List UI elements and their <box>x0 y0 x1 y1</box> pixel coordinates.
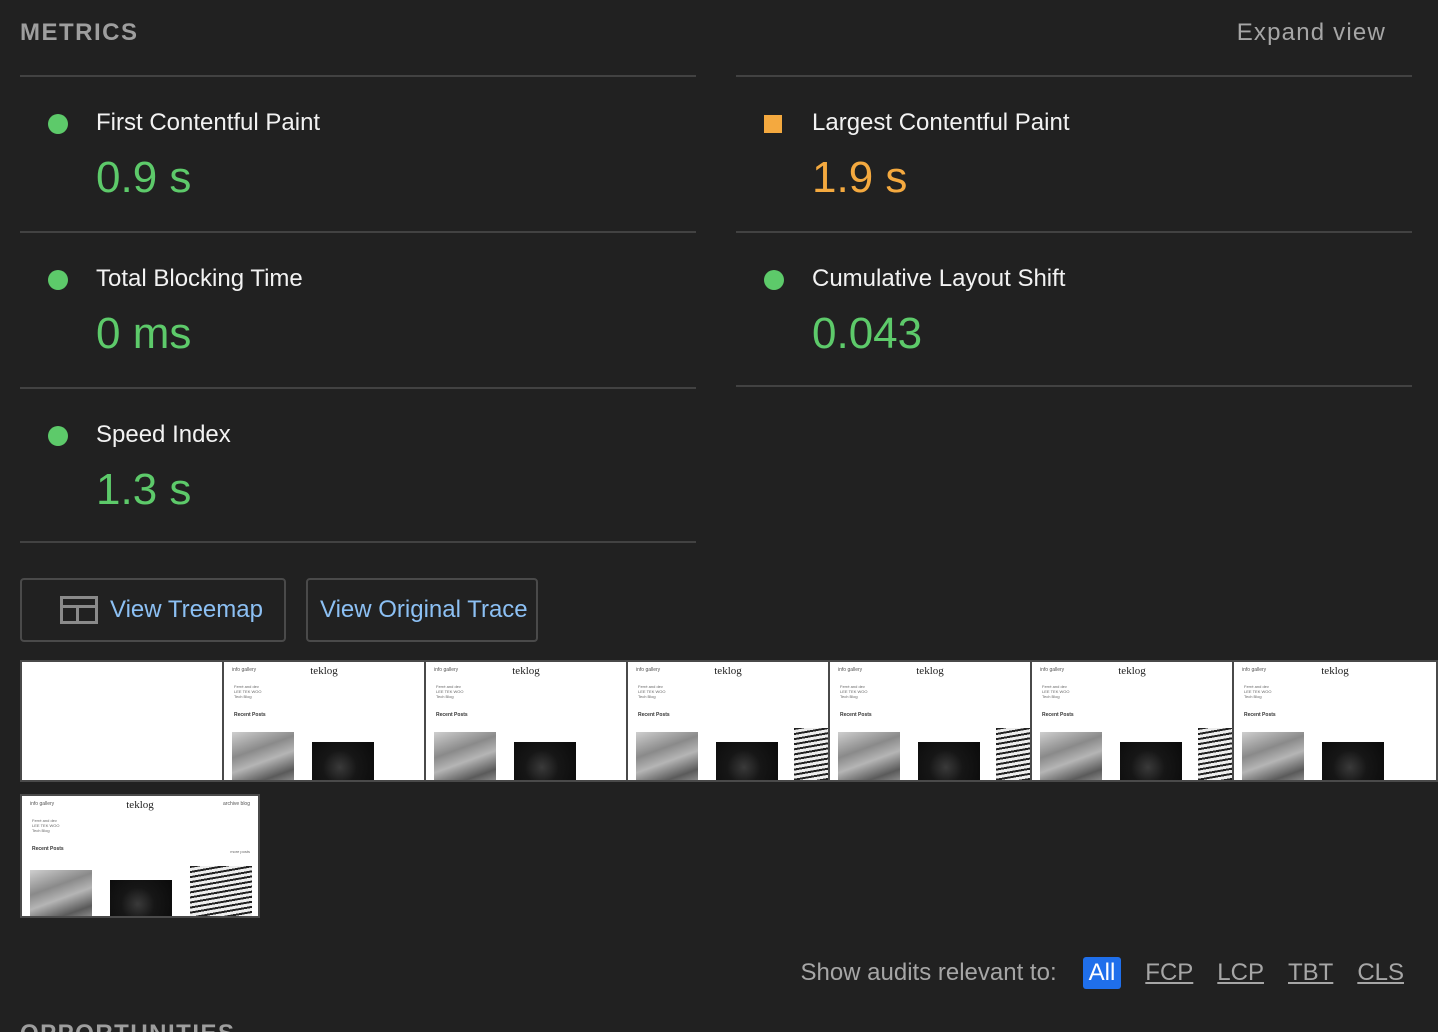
frame-nav-right: archive blog <box>223 801 250 807</box>
metric-label: Cumulative Layout Shift <box>812 265 1066 292</box>
metric-value: 0.9 s <box>96 153 192 202</box>
filmstrip-frame: info gallery teklog Ferré and dev LEE TEK… <box>222 660 426 782</box>
frame-landscape-photo <box>1040 732 1102 780</box>
frame-more-posts: more posts <box>230 849 250 854</box>
metric-first-contentful-paint: First Contentful Paint 0.9 s <box>20 75 696 231</box>
frame-dark-photo <box>716 742 778 780</box>
frame-brand: teklog <box>1118 665 1146 677</box>
filmstrip-frame-final: info gallery teklog archive blog Ferré a… <box>20 794 260 918</box>
frame-nav-left: info gallery <box>636 667 661 673</box>
frame-nav-left: info gallery <box>1040 667 1065 673</box>
view-original-trace-button[interactable]: View Original Trace <box>306 578 538 642</box>
frame-intro: Ferré and dev LEE TEK WOO Tech Blog <box>32 818 60 833</box>
filmstrip-frame-blank <box>20 660 224 782</box>
frame-nav-left: info gallery <box>434 667 459 673</box>
pass-circle-icon <box>48 270 68 290</box>
metric-value: 0.043 <box>812 309 923 358</box>
frame-recent-label: Recent Posts <box>638 712 670 718</box>
pass-circle-icon <box>764 270 784 290</box>
filter-chip-all[interactable]: All <box>1082 957 1122 989</box>
frame-landscape-photo <box>434 732 496 780</box>
frame-recent-label: Recent Posts <box>1244 712 1276 718</box>
metric-label: Largest Contentful Paint <box>812 109 1070 136</box>
frame-landscape-photo <box>838 732 900 780</box>
filmstrip-frame: info gallery teklog Ferré and dev LEE TEK… <box>1232 660 1438 782</box>
frame-dark-photo <box>110 880 172 916</box>
frame-dark-photo <box>1322 742 1384 780</box>
frame-landscape-photo <box>232 732 294 780</box>
frame-stripes-photo <box>190 866 252 916</box>
treemap-icon <box>60 596 98 624</box>
frame-brand: teklog <box>126 799 154 811</box>
expand-view-link[interactable]: Expand view <box>1236 19 1386 46</box>
opportunities-title: OPPORTUNITIES <box>20 1020 236 1032</box>
audit-filter-label: Show audits relevant to: <box>800 959 1057 986</box>
frame-landscape-photo <box>1242 732 1304 780</box>
frame-intro: Ferré and dev LEE TEK WOO Tech Blog <box>840 684 868 699</box>
frame-nav-left: info gallery <box>30 801 55 807</box>
metric-speed-index: Speed Index 1.3 s <box>20 387 696 543</box>
frame-nav-left: info gallery <box>1242 667 1267 673</box>
metric-label: First Contentful Paint <box>96 109 321 136</box>
filter-chip-lcp[interactable]: LCP <box>1217 959 1264 986</box>
frame-brand: teklog <box>916 665 944 677</box>
frame-recent-label: Recent Posts <box>1042 712 1074 718</box>
filter-chip-fcp[interactable]: FCP <box>1145 959 1194 986</box>
audit-filter: Show audits relevant to: All FCP LCP TBT… <box>800 956 1404 990</box>
metric-largest-contentful-paint: Largest Contentful Paint 1.9 s <box>736 75 1412 231</box>
frame-brand: teklog <box>310 665 338 677</box>
frame-nav-left: info gallery <box>232 667 257 673</box>
view-treemap-label: View Treemap <box>110 596 263 623</box>
frame-recent-label: Recent Posts <box>32 846 64 852</box>
frame-stripes-photo <box>996 728 1030 780</box>
filmstrip-frame: info gallery teklog Ferré and dev LEE TEK… <box>1030 660 1234 782</box>
frame-brand: teklog <box>512 665 540 677</box>
metric-total-blocking-time: Total Blocking Time 0 ms <box>20 231 696 387</box>
frame-stripes-photo <box>1198 728 1232 780</box>
frame-recent-label: Recent Posts <box>234 712 266 718</box>
frame-landscape-photo <box>636 732 698 780</box>
metric-value: 0 ms <box>96 309 192 358</box>
filmstrip-frame: info gallery teklog Ferré and dev LEE TEK… <box>626 660 830 782</box>
frame-intro: Ferré and dev LEE TEK WOO Tech Blog <box>638 684 666 699</box>
metric-label: Speed Index <box>96 421 231 448</box>
frame-recent-label: Recent Posts <box>840 712 872 718</box>
filmstrip-frame: info gallery teklog Ferré and dev LEE TEK… <box>828 660 1032 782</box>
frame-intro: Ferré and dev LEE TEK WOO Tech Blog <box>1244 684 1272 699</box>
frame-dark-photo <box>918 742 980 780</box>
filmstrip-frame: info gallery teklog Ferré and dev LEE TEK… <box>424 660 628 782</box>
metric-value: 1.3 s <box>96 465 192 514</box>
metric-label: Total Blocking Time <box>96 265 303 292</box>
view-treemap-button[interactable]: View Treemap <box>20 578 286 642</box>
frame-dark-photo <box>514 742 576 780</box>
pass-circle-icon <box>48 426 68 446</box>
frame-dark-photo <box>1120 742 1182 780</box>
pass-circle-icon <box>48 114 68 134</box>
frame-brand: teklog <box>714 665 742 677</box>
frame-recent-label: Recent Posts <box>436 712 468 718</box>
frame-dark-photo <box>312 742 374 780</box>
frame-landscape-photo <box>30 870 92 916</box>
frame-intro: Ferré and dev LEE TEK WOO Tech Blog <box>1042 684 1070 699</box>
frame-intro: Ferré and dev LEE TEK WOO Tech Blog <box>436 684 464 699</box>
average-square-icon <box>764 115 782 133</box>
frame-brand: teklog <box>1321 665 1349 677</box>
section-title: METRICS <box>20 19 139 46</box>
frame-nav-left: info gallery <box>838 667 863 673</box>
view-original-trace-label: View Original Trace <box>320 596 528 623</box>
frame-intro: Ferré and dev LEE TEK WOO Tech Blog <box>234 684 262 699</box>
filter-chip-tbt[interactable]: TBT <box>1287 959 1334 986</box>
metric-cumulative-layout-shift: Cumulative Layout Shift 0.043 <box>736 231 1412 387</box>
metric-value: 1.9 s <box>812 153 908 202</box>
filter-chip-cls[interactable]: CLS <box>1357 959 1404 986</box>
frame-stripes-photo <box>794 728 828 780</box>
